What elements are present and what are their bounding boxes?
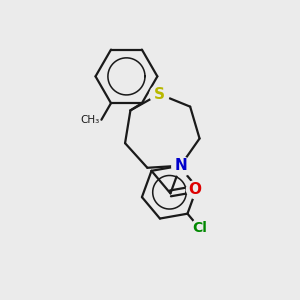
Text: N: N <box>174 158 187 173</box>
Text: S: S <box>154 87 165 102</box>
Text: CH₃: CH₃ <box>81 115 100 125</box>
Text: O: O <box>189 182 202 196</box>
Text: Cl: Cl <box>192 221 207 235</box>
